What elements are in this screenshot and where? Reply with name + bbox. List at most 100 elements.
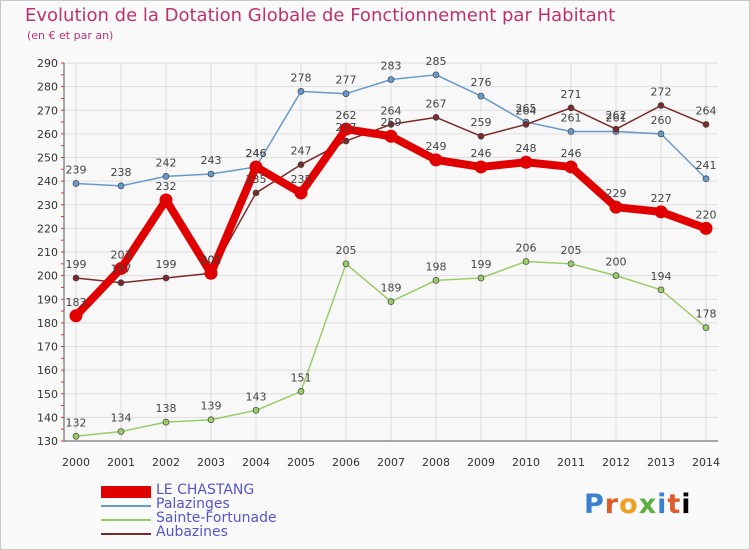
data-point-le-chastang bbox=[654, 205, 668, 219]
data-label-palazinges: 261 bbox=[606, 112, 627, 125]
data-label-sainte-fortunade: 205 bbox=[561, 244, 582, 257]
data-label-palazinges: 265 bbox=[516, 102, 537, 115]
data-label-sainte-fortunade: 143 bbox=[246, 390, 267, 403]
y-tick-label: 290 bbox=[37, 57, 58, 70]
line-chart: 130 140 150 160 170 180 190 200 210 220 230 240 250 2… bbox=[37, 55, 720, 469]
x-tick-label: 2000 bbox=[62, 456, 90, 469]
data-point-aubazines bbox=[657, 102, 665, 109]
data-label-le-chastang: 246 bbox=[471, 147, 492, 160]
legend-label: Palazinges bbox=[156, 496, 230, 512]
logo-letter: o bbox=[619, 489, 639, 520]
data-label-aubazines: 262 bbox=[606, 109, 627, 122]
y-tick-label: 130 bbox=[37, 435, 58, 448]
y-tick-label: 170 bbox=[37, 341, 58, 354]
x-tick-label: 2004 bbox=[242, 456, 270, 469]
data-label-palazinges: 285 bbox=[426, 55, 447, 68]
data-label-le-chastang: 203 bbox=[111, 249, 132, 262]
data-label-le-chastang: 201 bbox=[201, 253, 222, 266]
data-point-palazinges bbox=[342, 90, 350, 98]
data-point-aubazines bbox=[522, 121, 530, 128]
data-point-le-chastang bbox=[294, 186, 308, 200]
data-label-sainte-fortunade: 151 bbox=[291, 371, 312, 384]
legend-label: Aubazines bbox=[156, 524, 228, 540]
x-tick-label: 2013 bbox=[647, 456, 675, 469]
y-tick-label: 250 bbox=[37, 152, 58, 165]
data-point-le-chastang bbox=[204, 266, 218, 280]
data-label-aubazines: 247 bbox=[291, 145, 312, 158]
y-tick-label: 270 bbox=[37, 104, 58, 117]
data-label-palazinges: 260 bbox=[651, 114, 672, 127]
logo-letter: P bbox=[584, 489, 605, 520]
data-label-aubazines: 264 bbox=[696, 104, 717, 117]
y-tick-label: 190 bbox=[37, 293, 58, 306]
y-tick-label: 180 bbox=[37, 317, 58, 330]
data-point-aubazines bbox=[432, 113, 440, 121]
data-point-palazinges bbox=[72, 180, 80, 187]
data-label-le-chastang: 235 bbox=[291, 173, 312, 186]
data-point-sainte-fortunade bbox=[432, 277, 440, 284]
data-point-sainte-fortunade bbox=[342, 260, 350, 268]
data-point-le-chastang bbox=[474, 160, 488, 174]
data-point-le-chastang bbox=[429, 153, 443, 167]
logo-letter: i bbox=[681, 489, 692, 520]
data-label-aubazines: 197 bbox=[111, 263, 132, 276]
data-label-sainte-fortunade: 138 bbox=[156, 402, 177, 415]
y-tick-label: 280 bbox=[37, 81, 58, 94]
chart-title: Evolution de la Dotation Globale de Fonc… bbox=[25, 5, 616, 26]
data-point-le-chastang bbox=[609, 200, 623, 214]
data-point-palazinges bbox=[702, 175, 710, 183]
legend-label: LE CHASTANG bbox=[156, 482, 255, 498]
data-label-aubazines: 201 bbox=[201, 253, 222, 266]
data-label-le-chastang: 183 bbox=[66, 296, 87, 309]
data-point-palazinges bbox=[567, 128, 575, 135]
data-point-aubazines bbox=[387, 121, 395, 128]
data-label-aubazines: 264 bbox=[381, 104, 402, 117]
data-label-palazinges: 283 bbox=[381, 60, 402, 73]
data-label-palazinges: 276 bbox=[471, 76, 492, 89]
x-tick-label: 2005 bbox=[287, 456, 315, 469]
data-label-sainte-fortunade: 178 bbox=[696, 308, 717, 321]
data-label-le-chastang: 249 bbox=[426, 140, 447, 153]
data-label-sainte-fortunade: 132 bbox=[66, 416, 87, 429]
y-tick-label: 240 bbox=[37, 175, 58, 188]
data-label-le-chastang: 246 bbox=[246, 147, 267, 160]
data-label-sainte-fortunade: 134 bbox=[111, 412, 132, 425]
data-point-le-chastang bbox=[339, 122, 353, 136]
y-tick-label: 230 bbox=[37, 199, 58, 212]
data-point-palazinges bbox=[387, 76, 395, 83]
data-label-le-chastang: 220 bbox=[696, 208, 717, 221]
y-tick-label: 220 bbox=[37, 222, 58, 235]
data-point-aubazines bbox=[477, 132, 485, 140]
data-label-palazinges: 246 bbox=[246, 147, 267, 160]
data-point-sainte-fortunade bbox=[477, 274, 485, 282]
data-label-aubazines: 257 bbox=[336, 121, 357, 134]
legend-swatch bbox=[101, 519, 151, 521]
logo-letter: x bbox=[638, 489, 658, 520]
logo-letter: t bbox=[667, 489, 682, 520]
data-point-le-chastang bbox=[114, 262, 128, 276]
legend-swatch bbox=[101, 505, 151, 507]
x-tick-label: 2010 bbox=[512, 456, 540, 469]
y-tick-label: 140 bbox=[37, 411, 58, 424]
legend-label: Sainte-Fortunade bbox=[156, 510, 277, 526]
data-point-sainte-fortunade bbox=[702, 324, 710, 331]
data-point-le-chastang bbox=[519, 155, 533, 169]
data-point-aubazines bbox=[342, 137, 350, 145]
proxiti-logo: Proxiti bbox=[584, 489, 692, 520]
data-label-sainte-fortunade: 199 bbox=[471, 258, 492, 271]
data-label-le-chastang: 229 bbox=[606, 187, 627, 200]
data-point-palazinges bbox=[432, 71, 440, 79]
y-tick-label: 260 bbox=[37, 128, 58, 141]
data-point-sainte-fortunade bbox=[612, 272, 620, 279]
legend-swatch bbox=[101, 533, 151, 535]
data-point-sainte-fortunade bbox=[252, 406, 260, 414]
data-label-le-chastang: 227 bbox=[651, 192, 672, 205]
x-tick-label: 2001 bbox=[107, 456, 135, 469]
chart-subtitle: (en € et par an) bbox=[27, 29, 114, 42]
data-label-palazinges: 238 bbox=[111, 166, 132, 179]
data-point-le-chastang bbox=[384, 129, 398, 143]
data-point-le-chastang bbox=[249, 160, 263, 174]
data-point-palazinges bbox=[207, 170, 215, 178]
data-point-le-chastang bbox=[564, 160, 578, 174]
data-label-sainte-fortunade: 206 bbox=[516, 241, 537, 254]
